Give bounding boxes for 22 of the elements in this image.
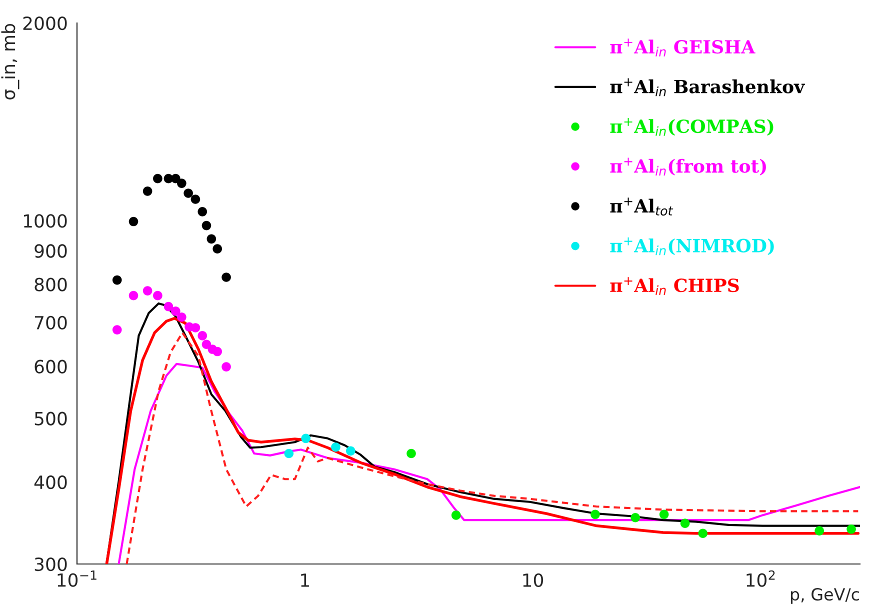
- x-tick-label: 10$^{−1}$: [58, 570, 96, 587]
- x-tick-label: 1: [301, 574, 309, 587]
- legend-label: π$^{+}$Al$_{in}$(NIMROD): [610, 237, 774, 256]
- y-tick-label: 600: [34, 360, 67, 374]
- y-tick-label: 700: [34, 316, 67, 330]
- legend-label: π$^{+}$Al$_{in}$ CHIPS: [610, 277, 739, 295]
- legend-label: π$^{+}$Al$_{in}$(from tot): [610, 158, 766, 176]
- legend-label: π$^{+}$Al$_{tot}$: [610, 198, 674, 216]
- legend-label: π$^{+}$Al$_{in}$ Barashenkov: [610, 78, 805, 96]
- x-axis-title: p, GeV/c: [790, 588, 859, 604]
- y-tick-label: 300: [34, 557, 67, 572]
- y-axis-title: σ_in, mb: [1, 24, 20, 100]
- y-tick-label: 2000: [23, 16, 67, 30]
- y-tick-label: 900: [34, 244, 67, 258]
- x-tick-label: 10: [523, 573, 544, 588]
- legend-label: π$^{+}$Al$_{in}$ GEISHA: [610, 38, 756, 56]
- y-tick-label: 400: [34, 475, 67, 490]
- y-tick-label: 500: [34, 412, 67, 426]
- x-tick-label: 10$^{2}$: [746, 570, 775, 587]
- legend-label: π$^{+}$Al$_{in}$(COMPAS): [610, 118, 774, 136]
- y-tick-label: 800: [34, 278, 67, 292]
- y-tick-label: 1000: [24, 214, 67, 228]
